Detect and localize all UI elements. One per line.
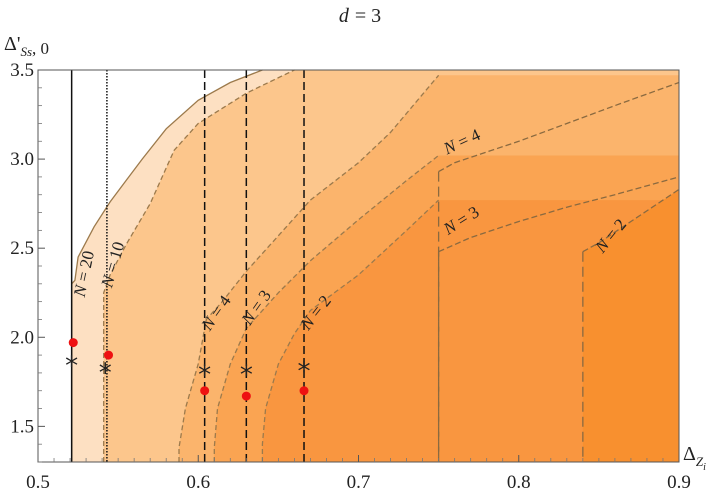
boundary-4 xyxy=(213,154,440,462)
star-marker-5: * xyxy=(298,357,311,387)
red-point-4 xyxy=(241,391,251,401)
red-point-1 xyxy=(68,338,78,348)
shaded-regions xyxy=(71,70,680,463)
star-marker-1: * xyxy=(65,351,78,381)
x-tick-label-3: 0.7 xyxy=(347,472,371,493)
region-boundaries xyxy=(71,69,680,462)
y-tick-label-3: 2.5 xyxy=(10,238,34,259)
star-marker-2: * xyxy=(99,359,112,389)
x-tick-label-4: 0.8 xyxy=(507,472,531,493)
star-marker-4: * xyxy=(240,360,253,390)
y-tick-label-5: 3.5 xyxy=(10,60,34,81)
y-tick-label-4: 3.0 xyxy=(10,149,34,170)
boundary-1 xyxy=(71,69,263,462)
star-marker-3: * xyxy=(198,360,211,390)
y-axis-label: Δ'Ss, 0 xyxy=(4,33,49,59)
right-curve-1 xyxy=(438,81,680,173)
x-tick-label-2: 0.6 xyxy=(186,472,210,493)
x-axis-label: ΔZi xyxy=(683,443,706,473)
axes: 0.5 0.6 0.7 0.8 0.9 1.5 2.0 2.5 3.0 3.5 xyxy=(10,60,691,493)
y-tick-label-1: 1.5 xyxy=(10,416,34,437)
region-right-n2 xyxy=(582,189,679,462)
right-curve-3 xyxy=(582,188,680,253)
red-point-2 xyxy=(104,350,114,360)
boundary-5 xyxy=(261,199,440,462)
region-5 xyxy=(262,200,679,462)
y-tick-label-2: 2.0 xyxy=(10,327,34,348)
boundary-2 xyxy=(103,69,295,462)
red-point-5 xyxy=(299,386,309,396)
boundary-3 xyxy=(178,74,440,462)
x-tick-label-1: 0.5 xyxy=(26,472,50,493)
x-tick-label-5: 0.9 xyxy=(667,472,691,493)
chart-title: d = 3 xyxy=(339,5,381,27)
red-point-3 xyxy=(200,386,210,396)
markers: * * * * * xyxy=(65,338,311,401)
right-curve-2 xyxy=(438,176,680,253)
